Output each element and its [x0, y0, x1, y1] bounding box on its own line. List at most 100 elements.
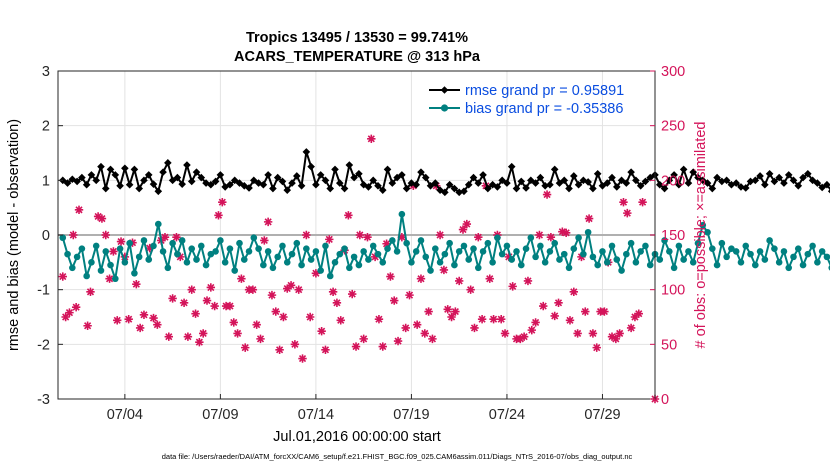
rmse-marker [140, 176, 148, 185]
bias-marker [494, 234, 501, 242]
obs-count-marker [218, 198, 227, 207]
obs-count-marker [600, 307, 609, 316]
rmse-marker [398, 171, 406, 179]
y2-tick-label: 200 [661, 173, 685, 189]
obs-count-marker [588, 329, 598, 338]
rmse-marker [627, 168, 635, 176]
obs-count-marker [145, 243, 154, 253]
bias-marker [360, 248, 367, 255]
rmse-marker [230, 176, 239, 185]
bias-marker [408, 259, 415, 266]
bias-marker [174, 250, 181, 258]
bias-marker [560, 250, 568, 258]
bias-marker [78, 245, 86, 252]
rmse-marker [283, 186, 292, 194]
obs-count-marker [283, 284, 292, 293]
bias-marker [823, 253, 830, 261]
rmse-marker [340, 184, 349, 193]
obs-count-marker [546, 232, 556, 242]
bias-marker [670, 264, 678, 272]
rmse-marker [445, 180, 454, 189]
obs-count-marker [569, 287, 579, 297]
bias-marker [422, 253, 430, 261]
obs-count-marker [451, 307, 460, 316]
rmse-marker [617, 176, 626, 185]
rmse-marker [211, 177, 220, 186]
bias-marker [112, 275, 119, 283]
bias-marker [723, 253, 730, 261]
obs-count-marker [195, 337, 204, 347]
bias-marker [541, 259, 549, 266]
bias-marker [642, 242, 649, 250]
obs-count-marker [348, 289, 357, 299]
bias-marker [226, 245, 234, 252]
obs-count-marker [275, 345, 284, 354]
y-tick-label: -2 [37, 337, 50, 353]
obs-count-marker [535, 230, 544, 240]
rmse-marker [789, 176, 798, 185]
obs-count-marker [263, 217, 273, 227]
bias-marker [255, 245, 262, 252]
rmse-marker [245, 184, 253, 192]
obs-count-marker [61, 312, 70, 322]
rmse-marker [331, 165, 339, 174]
bias-marker [393, 248, 401, 255]
bias-marker [264, 248, 272, 255]
rmse-marker [722, 176, 731, 185]
rmse-marker [288, 179, 296, 187]
obs-count-marker [267, 290, 277, 300]
bias-marker [417, 237, 425, 244]
bias-marker [97, 267, 105, 274]
obs-count-marker [101, 230, 110, 240]
bias-marker [503, 242, 511, 250]
bias-marker [608, 242, 616, 250]
obs-count-marker [550, 311, 559, 321]
obs-count-marker [93, 212, 103, 221]
bias-marker [317, 267, 324, 274]
obs-count-marker [416, 274, 426, 283]
bias-marker [680, 256, 687, 263]
rmse-marker [479, 171, 487, 179]
rmse-marker [273, 173, 282, 182]
bias-marker [613, 256, 621, 263]
obs-count-marker [359, 334, 368, 344]
bias-marker [135, 253, 143, 261]
obs-count-marker [386, 272, 395, 281]
bias-marker [69, 264, 76, 272]
bias-marker [279, 242, 286, 250]
bias-marker [618, 267, 625, 274]
bias-marker [766, 237, 773, 244]
rmse-marker [417, 168, 425, 176]
rmse-marker [756, 172, 764, 180]
obs-count-marker [497, 314, 506, 324]
obs-count-marker [317, 327, 326, 336]
rmse-marker [522, 184, 530, 192]
rmse-marker [321, 176, 330, 185]
rmse-marker [254, 179, 263, 187]
chart-title: Tropics 13495 / 13530 = 99.741% [246, 30, 468, 46]
y-tick-label: 0 [42, 228, 50, 244]
bias-marker [465, 256, 473, 263]
obs-count-marker [302, 230, 311, 240]
bias-marker [771, 245, 778, 252]
obs-count-series [58, 134, 660, 404]
bias-marker [64, 250, 71, 258]
y2-tick-label: 150 [661, 228, 685, 244]
obs-count-marker [336, 316, 345, 325]
legend: rmse grand pr = 0.95891 bias grand pr = … [429, 83, 624, 117]
left-axis-ticks [58, 70, 63, 400]
obs-count-marker [225, 301, 235, 311]
obs-count-marker [370, 252, 380, 262]
obs-count-marker [531, 318, 540, 327]
obs-count-marker [626, 323, 636, 333]
bias-marker [508, 256, 516, 263]
bias-marker [460, 242, 468, 250]
rmse-marker [713, 173, 721, 182]
rmse-marker [784, 171, 793, 179]
y2-axis-label: # of obs: o=possible; ×=assimilated [693, 122, 709, 349]
rmse-marker [641, 177, 650, 186]
bias-marker [474, 264, 482, 272]
bias-marker [398, 210, 406, 218]
rmse-marker [660, 184, 669, 193]
obs-count-marker [447, 312, 456, 322]
